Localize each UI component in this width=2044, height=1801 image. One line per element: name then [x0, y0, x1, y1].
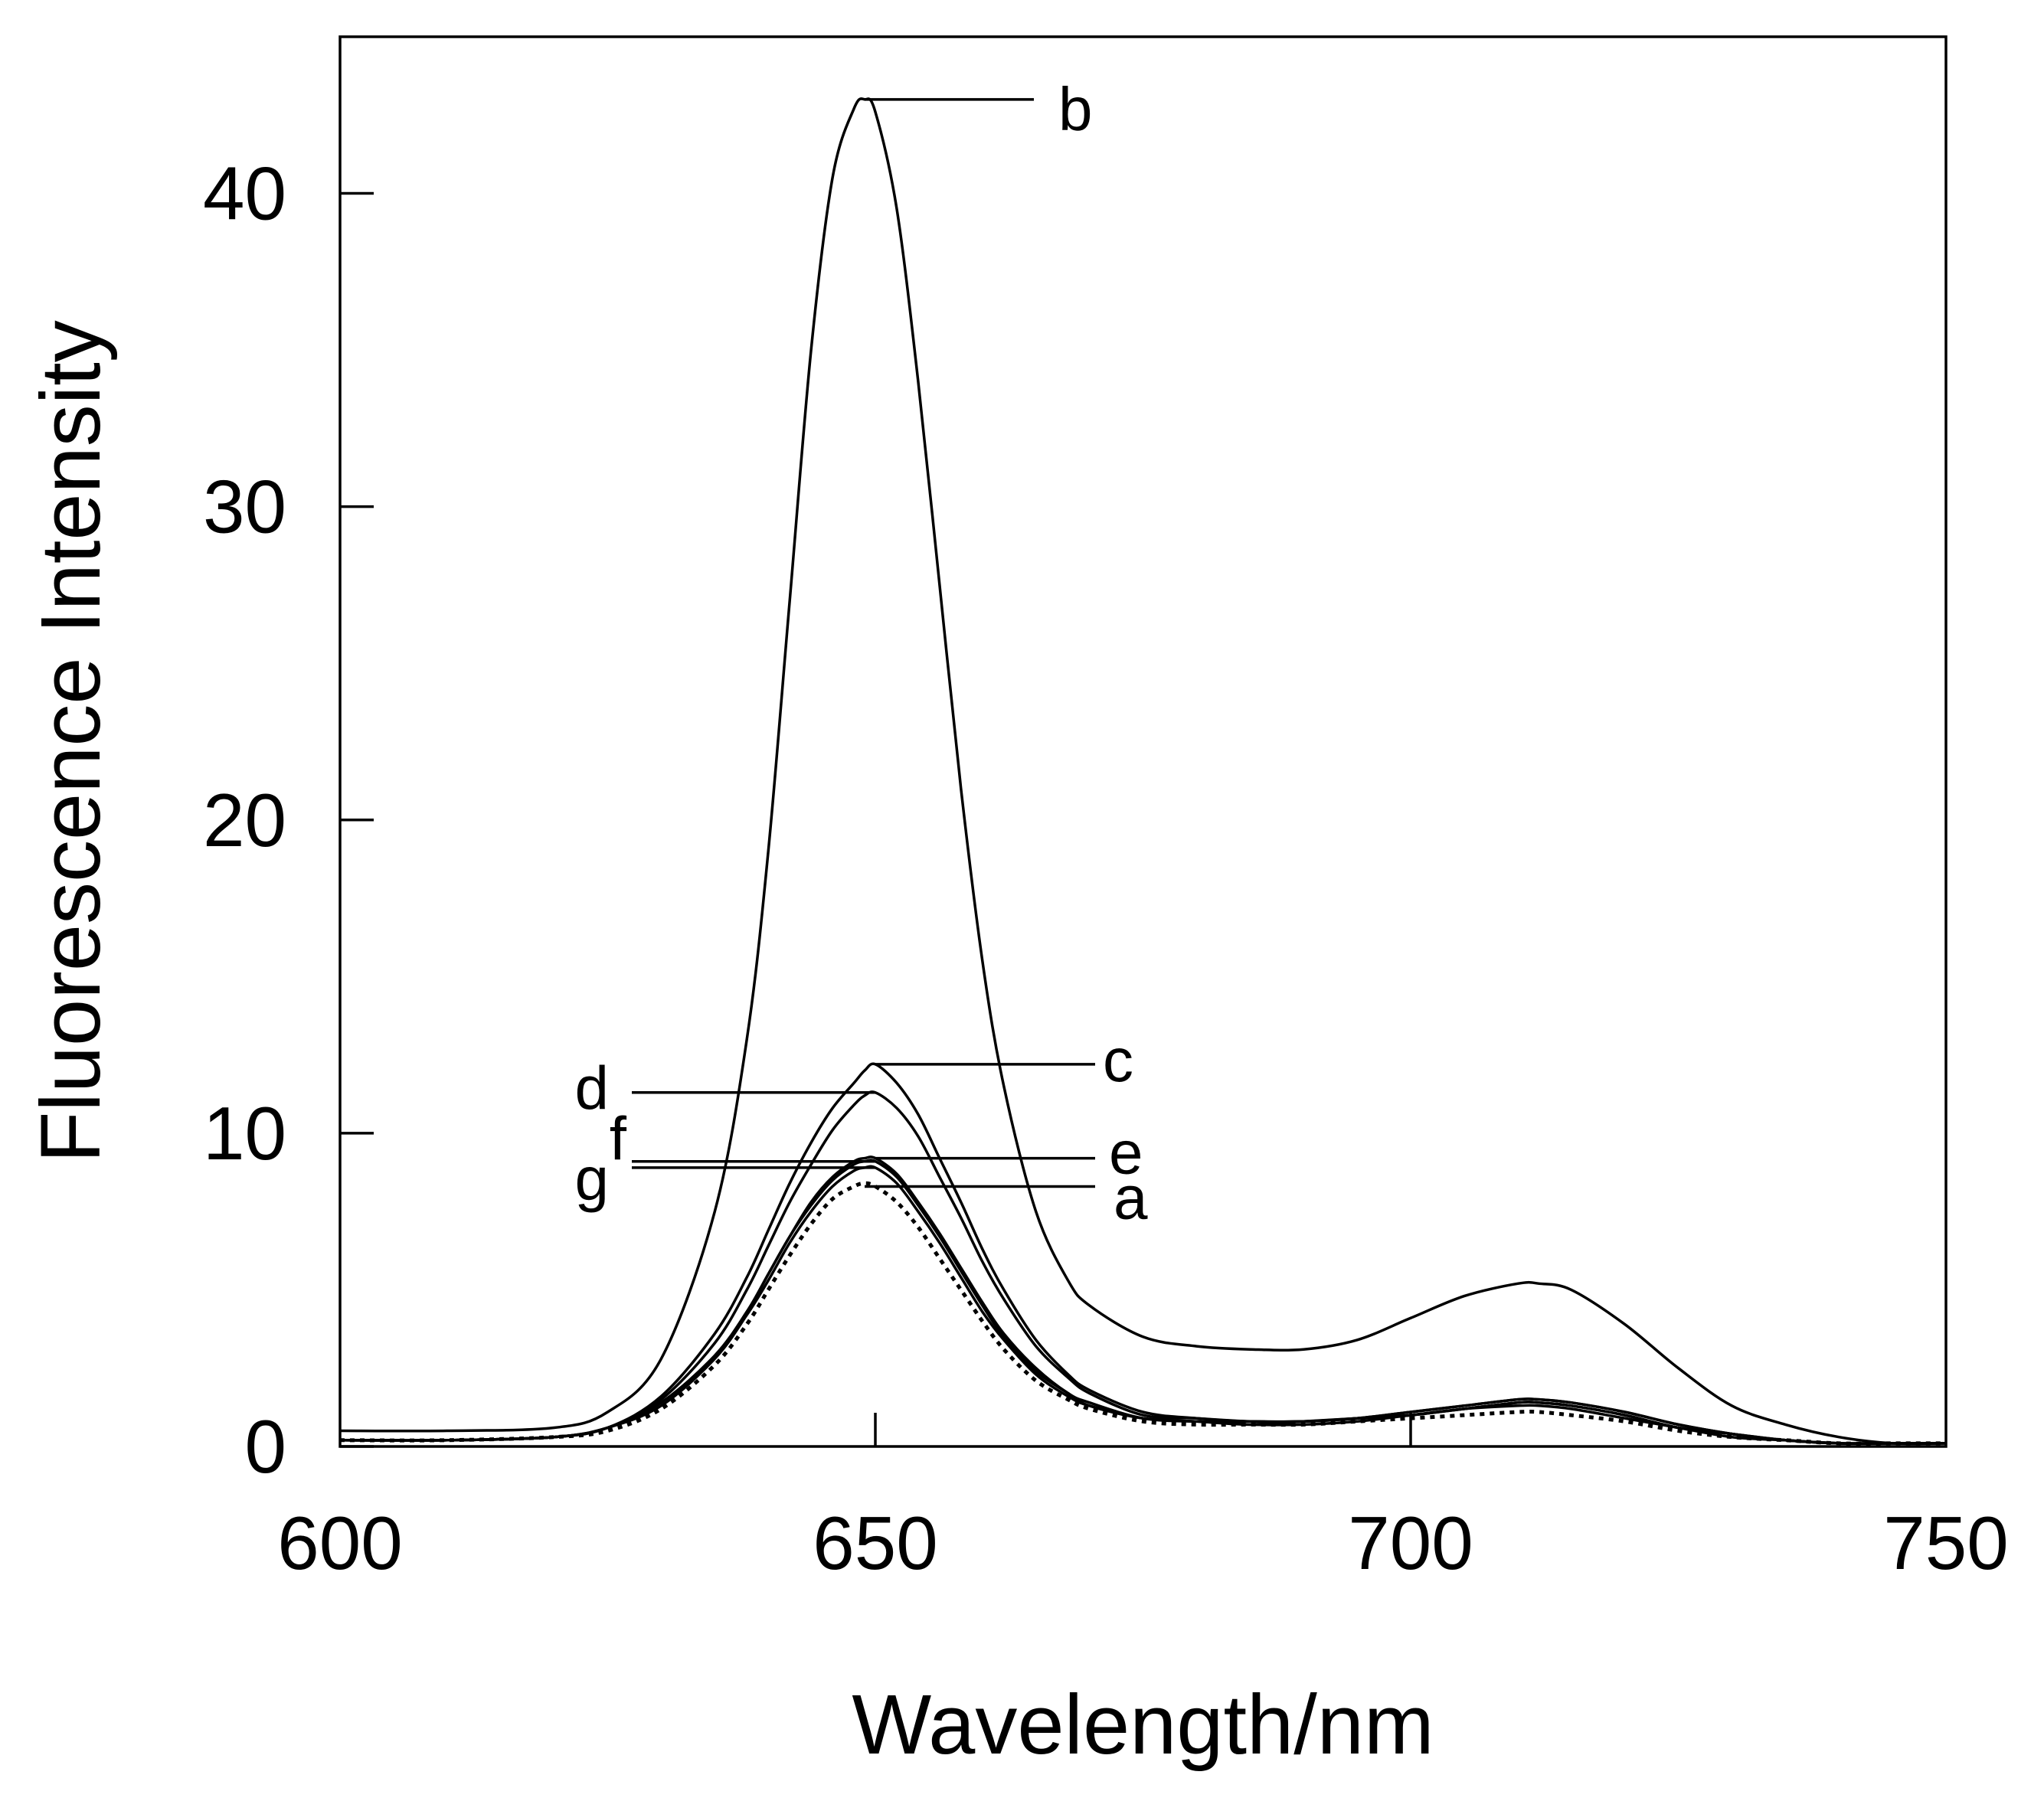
- y-tick-label-10: 10: [203, 1091, 286, 1175]
- x-tick-label-650: 650: [813, 1501, 938, 1585]
- y-tick-label-20: 20: [203, 778, 286, 862]
- series-line-b: [339, 97, 1947, 1446]
- series-line-g: [339, 1165, 1946, 1445]
- y-tick-label-40: 40: [203, 152, 286, 236]
- series-label-f: f: [610, 1105, 627, 1173]
- series-label-b: b: [1058, 75, 1093, 143]
- y-tick-label-30: 30: [203, 465, 286, 549]
- tick-labels: 0 10 20 30 40 600 650 700 750: [203, 152, 2009, 1585]
- x-tick-label-750: 750: [1883, 1501, 2009, 1585]
- series-label-c: c: [1103, 1026, 1133, 1094]
- series-line-f: [339, 1159, 1946, 1445]
- series-label-g: g: [575, 1145, 610, 1213]
- x-axis-title: Wavelength/nm: [852, 1678, 1434, 1772]
- plot-frame: [338, 35, 1948, 1448]
- y-tick-label-0: 0: [244, 1404, 286, 1489]
- annotation-layer: b c d e fg a: [575, 75, 1149, 1232]
- series-layer: [339, 97, 1947, 1446]
- x-tick-label-700: 700: [1348, 1501, 1473, 1585]
- x-tick-label-600: 600: [277, 1501, 403, 1585]
- plot-area: b c d e fg a: [338, 35, 1948, 1448]
- ticks-layer: [340, 191, 1412, 1448]
- series-label-e: e: [1109, 1119, 1143, 1187]
- y-axis-title: Fluorescence Intensity: [24, 320, 118, 1163]
- series-label-a: a: [1114, 1163, 1148, 1231]
- series-label-d: d: [575, 1054, 610, 1123]
